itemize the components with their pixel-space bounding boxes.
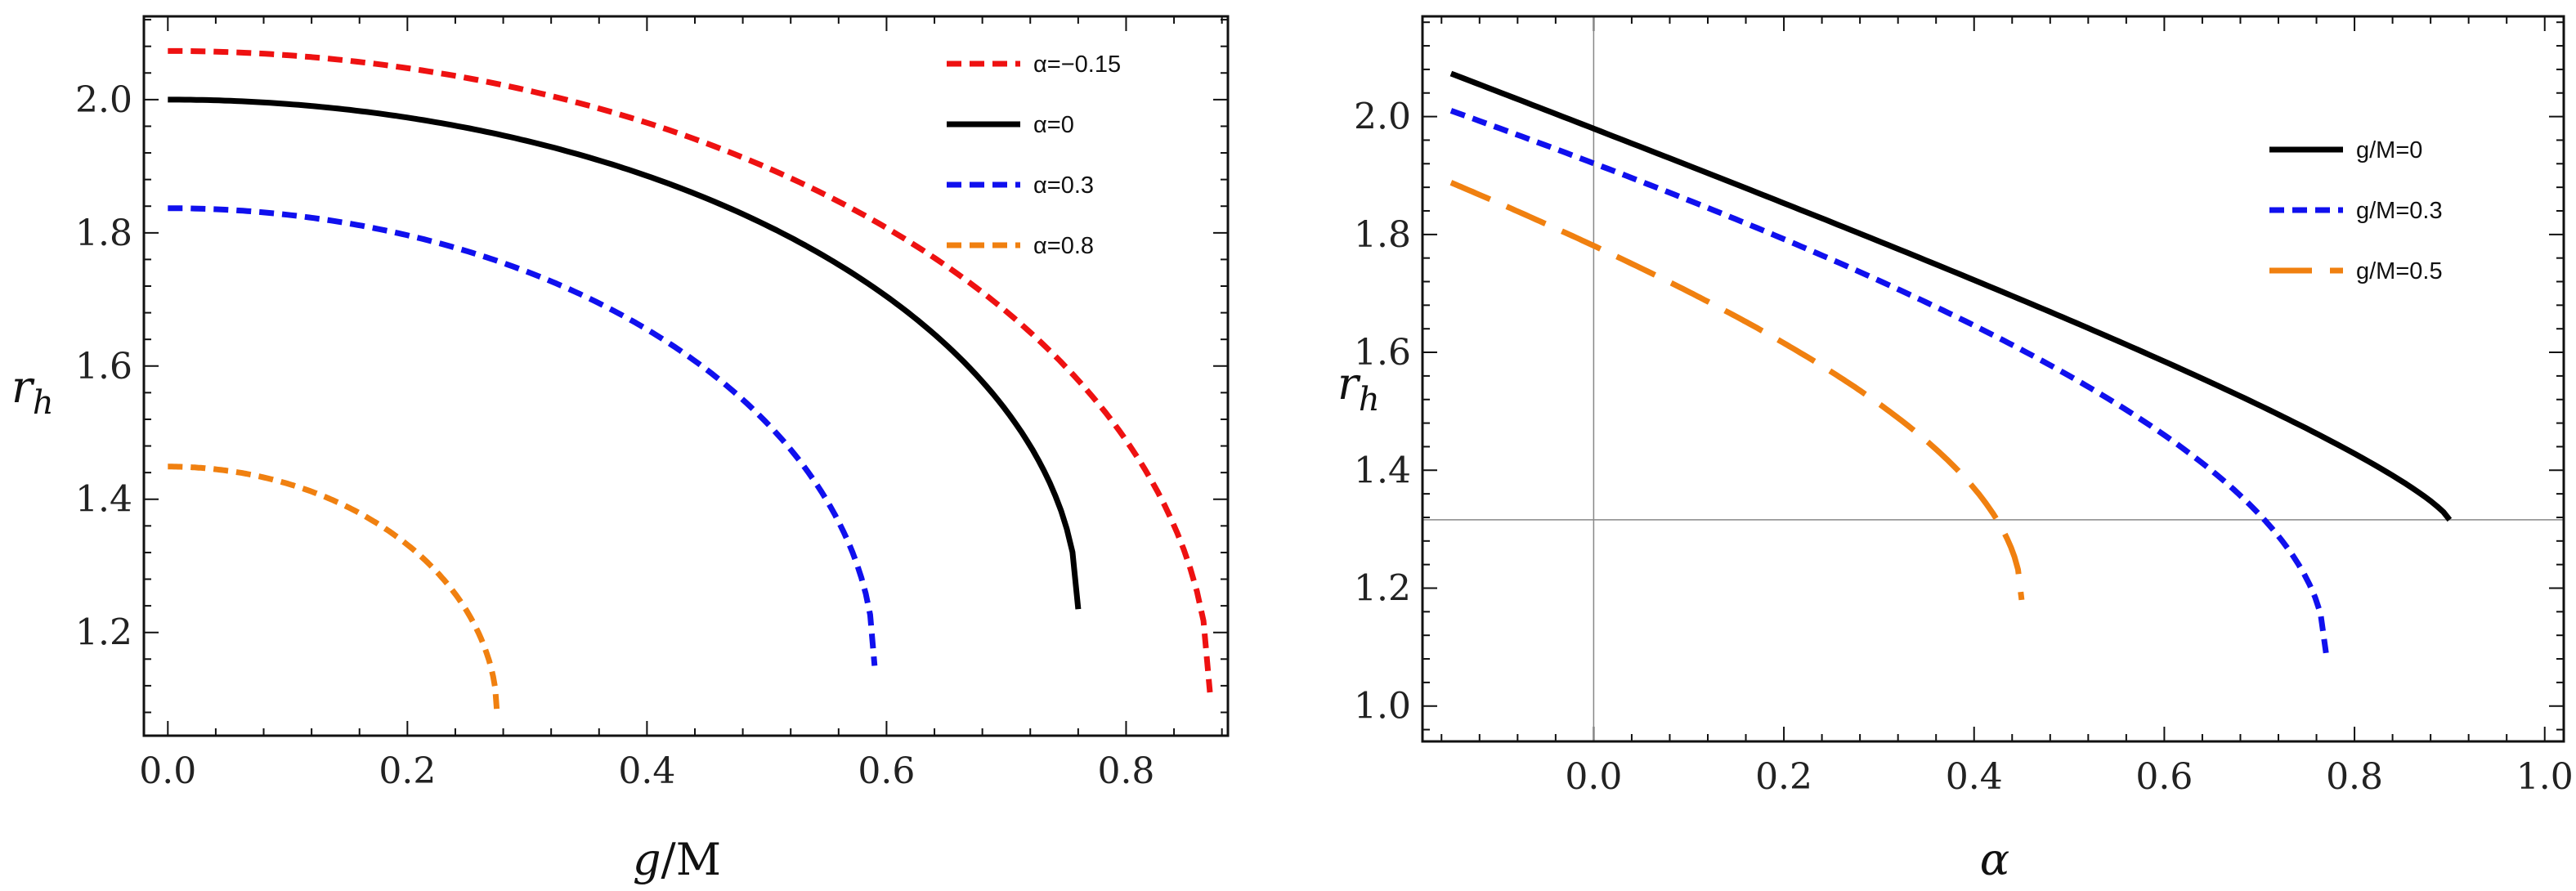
legend-label-3: α=0.8: [1033, 233, 1094, 259]
y-tick-label: 1.6: [1354, 332, 1411, 374]
ylabel-right-sub: h: [1359, 381, 1380, 419]
x-tick-label: 0.6: [2135, 756, 2193, 798]
xlabel-left-symbol: g: [633, 834, 661, 885]
x-tick-label: 0.6: [858, 750, 915, 792]
legend-label-1: α=0: [1033, 112, 1074, 138]
series-line-3: [167, 463, 500, 716]
plot-frame-right: [1421, 15, 2565, 743]
legend-label-0: α=−0.15: [1033, 51, 1121, 78]
legend-label-0: g/M=0: [2356, 137, 2422, 163]
ylabel-left-sub: h: [33, 384, 54, 422]
y-tick-label: 1.4: [75, 479, 132, 521]
ylabel-left: rh: [11, 361, 54, 422]
x-tick-label: 0.0: [139, 750, 196, 792]
x-tick-label: 1.0: [2516, 756, 2574, 798]
series-line-2: [1449, 180, 2025, 601]
series-line-2: [168, 205, 878, 666]
x-tick-label: 0.8: [1097, 750, 1154, 792]
legend-label-2: g/M=0.5: [2356, 258, 2443, 284]
plot-frame-left: [142, 15, 1230, 737]
ylabel-right-main: r: [1337, 358, 1361, 410]
xlabel-left-unit: /M: [661, 834, 722, 885]
y-tick-label: 1.4: [1354, 450, 1411, 491]
y-tick-label: 1.8: [75, 213, 132, 254]
x-tick-label: 0.4: [1946, 756, 2003, 798]
legend-label-2: α=0.3: [1033, 172, 1094, 199]
series-line-0: [168, 47, 1213, 693]
x-tick-label: 0.2: [379, 750, 436, 792]
series-line-0: [1449, 70, 2453, 522]
x-tick-label: 0.0: [1565, 756, 1622, 798]
ylabel-right: rh: [1337, 358, 1380, 419]
y-tick-label: 2.0: [1354, 96, 1411, 138]
y-tick-label: 1.2: [75, 612, 132, 654]
series-line-1: [168, 96, 1082, 610]
y-tick-label: 1.8: [1354, 214, 1411, 256]
ylabel-left-main: r: [11, 361, 35, 413]
x-tick-label: 0.2: [1755, 756, 1812, 798]
y-tick-label: 1.0: [1354, 686, 1411, 728]
xlabel-right: α: [1980, 834, 2009, 885]
x-tick-label: 0.4: [618, 750, 675, 792]
xlabel-left: g/M: [633, 834, 721, 885]
panel-rh-vs-gM: 0.0 0.2 0.4 0.6 0.8 1.2 1.4 1.6 1.8 2.0 α=−0.15 α=0…: [11, 15, 1230, 885]
panel-rh-vs-alpha: 0.0 0.2 0.4 0.6 0.8 1.0 1.0 1.2 1.4 1.6 1.8 2.0 g/M=…: [1337, 15, 2574, 885]
y-tick-label: 2.0: [75, 79, 132, 121]
x-tick-label: 0.8: [2326, 756, 2383, 798]
y-tick-label: 1.6: [75, 346, 132, 387]
series-line-1: [1449, 108, 2329, 654]
legend-label-1: g/M=0.3: [2356, 198, 2443, 224]
y-tick-label: 1.2: [1354, 568, 1411, 610]
